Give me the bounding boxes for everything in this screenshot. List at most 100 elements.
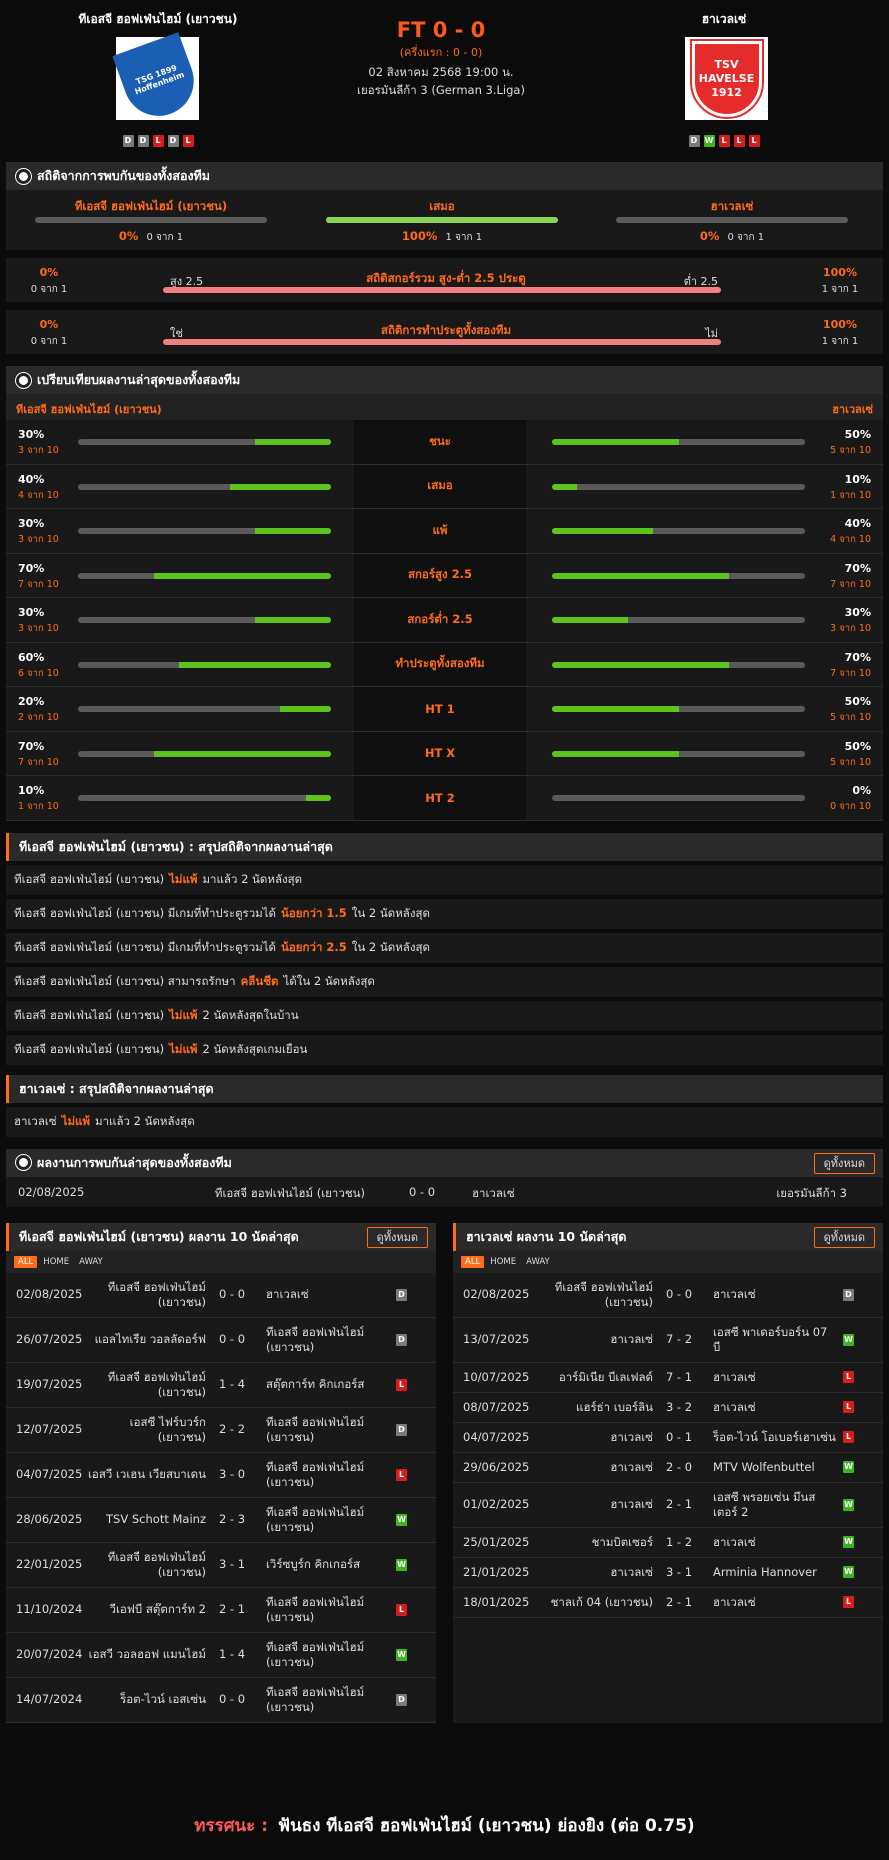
col-label: ทีเอสจี ฮอฟเฟ่นไฮม์ (เยาวชน) [74, 199, 228, 213]
bar-fill [552, 483, 578, 490]
view-all-button[interactable]: ดูทั้งหมด [813, 1152, 875, 1174]
view-all-button[interactable]: ดูทั้งหมด [366, 1226, 428, 1248]
view-all-button[interactable]: ดูทั้งหมด [813, 1226, 875, 1248]
highlight: ไม่แพ้ [169, 1007, 198, 1022]
result-badge: W [843, 1536, 854, 1548]
form-label: HT 1 [425, 701, 455, 716]
title-text: ผลงานการพบกันล่าสุดของทั้งสองทีม [37, 1154, 232, 1170]
bar-fill [305, 795, 331, 801]
split-bar [163, 287, 721, 293]
match-row: 22/01/2025 ทีเอสจี ฮอฟเฟ่นไฮม์ (เยาวชน) 3 … [6, 1543, 436, 1588]
away-pct: 30% [844, 606, 871, 619]
home-team: ชาลเก้ 04 (เยาวชน) [550, 1594, 653, 1609]
highlight: ไม่แพ้ [61, 1113, 91, 1128]
tab[interactable]: HOME [43, 1256, 70, 1267]
date: 18/01/2025 [463, 1594, 530, 1609]
match-date: 02 สิงหาคม 2568 19:00 น. [368, 65, 514, 79]
home-team: ชามบิตเซอร์ [591, 1534, 653, 1549]
home-team: เอสซี ไฟร์บวร์ก (เยาวชน) [129, 1414, 206, 1444]
away-name: ฮาเวลเซ่ [832, 403, 873, 416]
result-badge: L [843, 1431, 854, 1443]
summary: ทีเอสจี ฮอฟเฟ่นไฮม์ (เยาวชน) : สรุปสถิติ… [6, 832, 883, 1065]
tab[interactable]: AWAY [526, 1256, 550, 1267]
home-team: TSV Schott Mainz [106, 1512, 206, 1526]
home-team: ทีเอสจี ฮอฟเฟ่นไฮม์ (เยาวชน) [107, 1279, 206, 1309]
form-badge: L [718, 135, 730, 147]
home-bar [78, 528, 331, 534]
form-row: 60% 6 จาก 10 ทำประตูทั้งสองทีม 70% 7 จาก 10 [6, 642, 883, 687]
form-badge: L [182, 135, 194, 147]
match-row: 21/01/2025 ฮาเวลเซ่ 3 - 1 Arminia Hannover W [453, 1558, 883, 1588]
match-row: 13/07/2025 ฮาเวลเซ่ 7 - 2 เอสซี พาเดอร์บอร์… [453, 1318, 883, 1363]
summary-text: 2 นัดหลังสุดเกมเยือน [202, 1041, 308, 1056]
home-name: ทีเอสจี ฮอฟเฟ่นไฮม์ (เยาวชน) [78, 12, 238, 26]
score: 0 - 0 [665, 1287, 693, 1301]
home-bar [78, 483, 331, 490]
ball-icon [16, 1155, 31, 1170]
verdict-label: ทรรศนะ : [194, 1816, 269, 1836]
away-pct: 70% [844, 561, 871, 575]
home-team: ฮาเวลเซ่ [610, 1564, 653, 1579]
tab[interactable]: HOME [490, 1256, 517, 1267]
home-count: 7 จาก 10 [18, 756, 59, 768]
left-pct: 0% [39, 266, 59, 279]
summary-text: ฮาเวลเซ่ [14, 1113, 57, 1128]
result-badge: W [396, 1558, 407, 1571]
score: 3 - 0 [218, 1467, 246, 1481]
summary-text: มาแล้ว 2 นัดหลังสุด [202, 871, 303, 886]
score: 7 - 2 [665, 1332, 693, 1346]
match-row: 19/07/2025 ทีเอสจี ฮอฟเฟ่นไฮม์ (เยาวชน) 1 … [6, 1363, 436, 1408]
h2h-matches: ผลงานการพบกันล่าสุดของทั้งสองทีม ดูทั้งหม… [6, 1148, 883, 1207]
logo-text: HAVELSE [698, 71, 755, 85]
form-label: ชนะ [429, 433, 451, 448]
home-count: 4 จาก 10 [18, 489, 59, 501]
tabs: ALL HOME AWAY [6, 1250, 436, 1273]
home-count: 6 จาก 10 [18, 667, 59, 679]
tab[interactable]: ALL [14, 1255, 38, 1268]
score: 0 - 0 [218, 1692, 246, 1706]
left-count: 0 จาก 1 [30, 336, 68, 347]
tab[interactable]: AWAY [79, 1256, 103, 1267]
date: 04/07/2025 [463, 1429, 530, 1444]
form-badge: W [703, 135, 715, 147]
tab[interactable]: ALL [461, 1255, 485, 1268]
logo-shape: TSV HAVELSE 1912 [689, 38, 764, 119]
date: 20/07/2024 [16, 1647, 83, 1661]
bar-fill [552, 750, 679, 757]
summary-line: ทีเอสจี ฮอฟเฟ่นไฮม์ (เยาวชน) มีเกมที่ทำป… [6, 898, 883, 929]
score: 7 - 1 [665, 1369, 693, 1384]
result-badge: D [843, 1288, 854, 1301]
away-name: ฮาเวลเซ่ [701, 12, 747, 26]
form-badge: D [137, 135, 149, 147]
form-label: เสมอ [427, 478, 453, 493]
away-bar [552, 439, 805, 445]
title-text: เปรียบเทียบผลงานล่าสุดของทั้งสองทีม [37, 372, 241, 387]
date: 29/06/2025 [463, 1459, 530, 1474]
result-badge: D [396, 1423, 407, 1436]
h2h-bar [326, 217, 558, 223]
score: 3 - 2 [665, 1399, 693, 1414]
form-label: สกอร์สูง 2.5 [407, 567, 473, 582]
summary-text: ทีเอสจี ฮอฟเฟ่นไฮม์ (เยาวชน) [14, 871, 165, 886]
home-logo: TSG 1899 Hoffenheim [111, 31, 204, 126]
score: 0 - 1 [665, 1429, 693, 1444]
away-pct: 50% [844, 739, 871, 753]
right-label: ไม่ [705, 327, 718, 340]
logo-shape: TSG 1899 Hoffenheim [111, 31, 204, 126]
away-count: 5 จาก 10 [830, 712, 871, 723]
match-row: 10/07/2025 อาร์มิเนีย บีเลเฟลด์ 7 - 1 ฮาเวล… [453, 1363, 883, 1393]
form-badge: D [688, 135, 700, 147]
logo-text: TSV [714, 57, 739, 71]
home-pct: 20% [18, 695, 45, 708]
away-team: ฮาเวลเซ่ [713, 1287, 756, 1301]
col-label: ฮาเวลเซ่ [710, 199, 754, 213]
match-row: 29/06/2025 ฮาเวลเซ่ 2 - 0 MTV Wolfenbuttel W [453, 1453, 883, 1483]
bar-fill [280, 706, 331, 712]
match-row: 12/07/2025 เอสซี ไฟร์บวร์ก (เยาวชน) 2 - 2 ท… [6, 1408, 436, 1453]
form-row: 40% 4 จาก 10 เสมอ 10% 1 จาก 10 [6, 464, 883, 509]
home-bar [78, 617, 331, 623]
left-label: สูง 2.5 [170, 275, 204, 288]
result-badge: L [396, 1378, 407, 1391]
bar-fill [255, 528, 331, 534]
home-team: ทีเอสจี ฮอฟเฟ่นไฮม์ (เยาวชน) [107, 1369, 206, 1399]
